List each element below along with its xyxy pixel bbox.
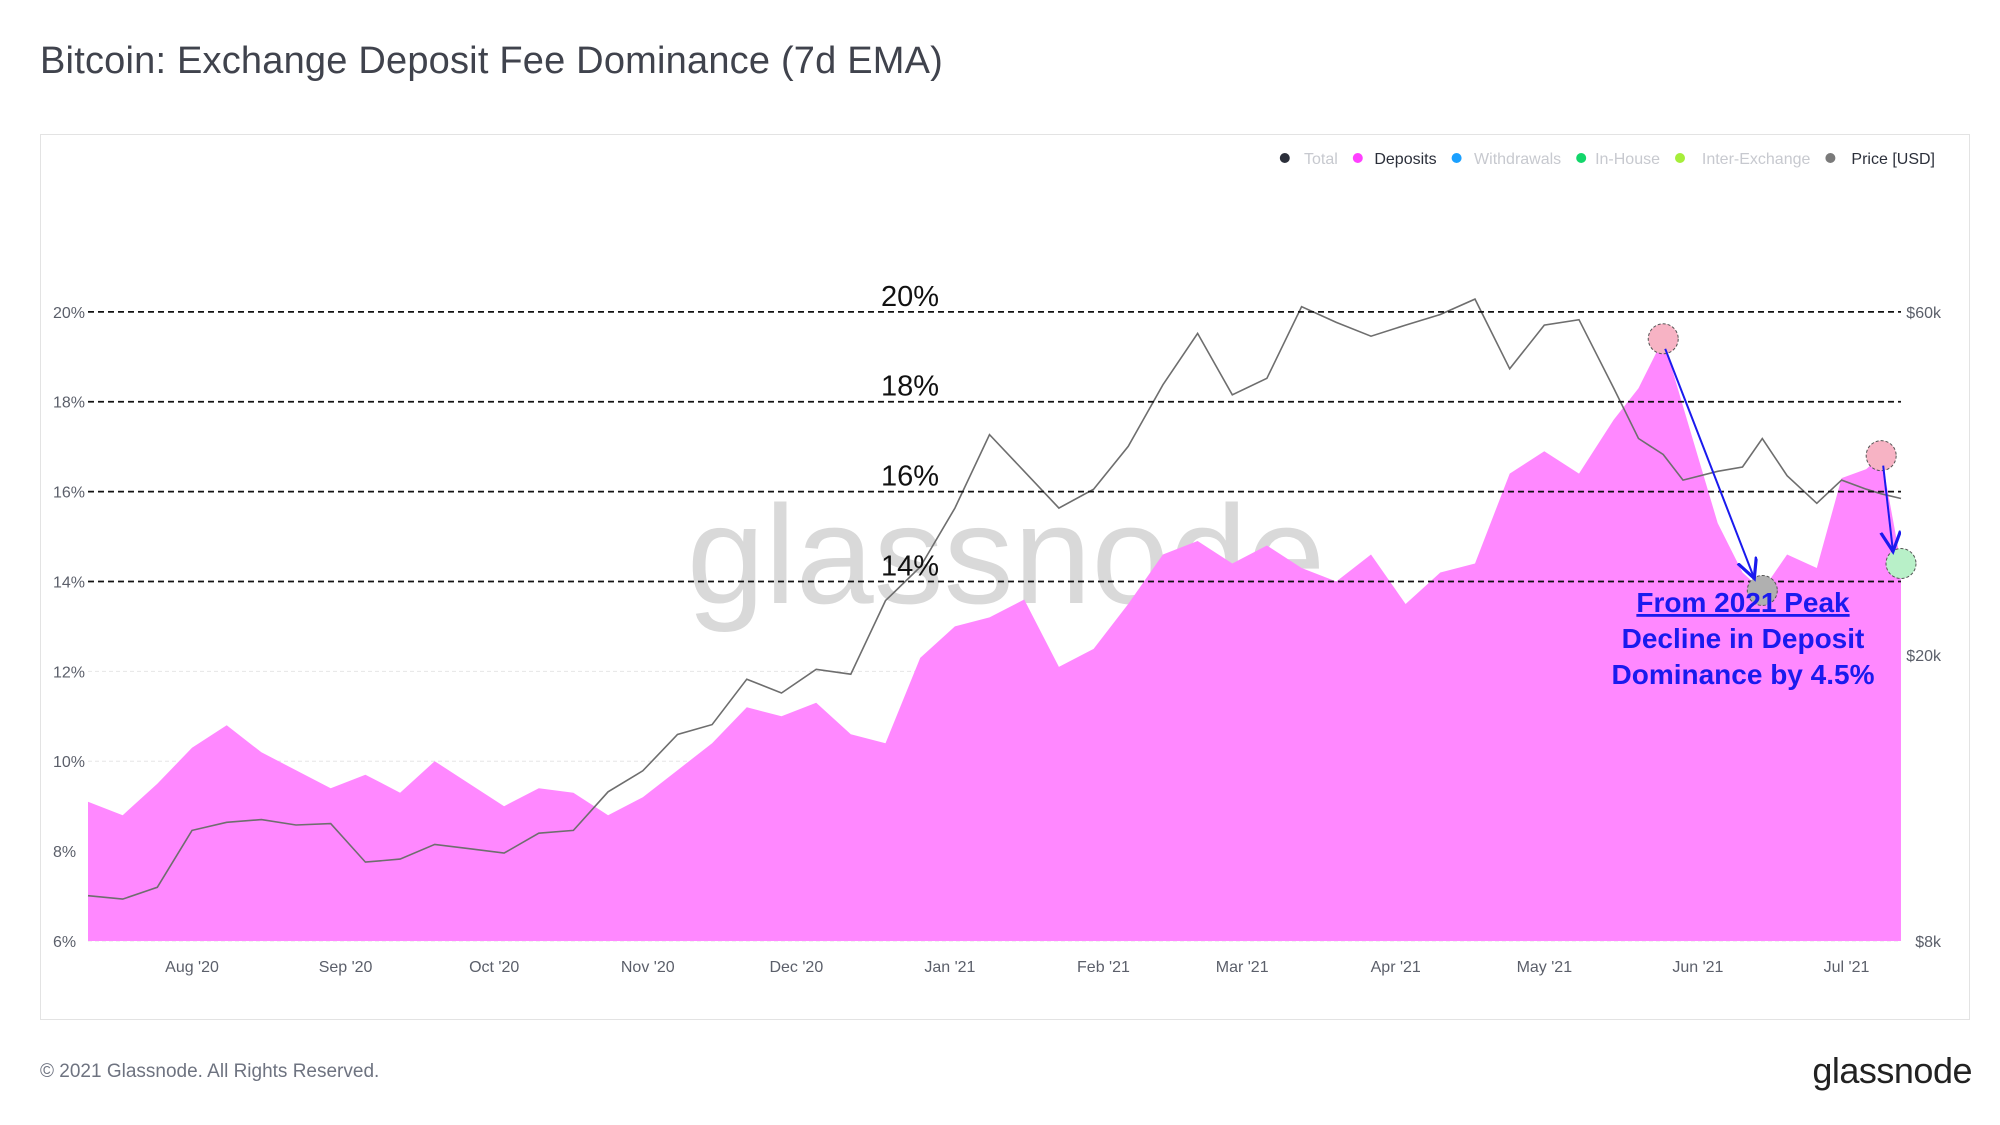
x-tick-label: Apr '21	[1371, 959, 1421, 976]
y-tick-label: 10%	[53, 754, 85, 771]
x-tick-label: Feb '21	[1077, 959, 1130, 976]
x-tick-label: Oct '20	[469, 959, 519, 976]
chart-frame: glassnode 6% 8% 10% 12% 14% 16% 18% 20% 20% 18% 16%…	[40, 134, 1970, 1020]
legend-dot	[1451, 153, 1462, 163]
y-tick-label: 6%	[53, 934, 76, 951]
marker-current	[1885, 548, 1917, 580]
reference-label-18: 18%	[881, 371, 939, 403]
y-tick-label: 18%	[53, 395, 85, 412]
legend-label: Total	[1304, 151, 1338, 168]
price-line	[87, 298, 1902, 900]
y-tick-label: 16%	[53, 485, 85, 502]
y-right-tick-label: $20k	[1906, 648, 1942, 665]
legend-label: Deposits	[1374, 151, 1436, 168]
marker-peak	[1865, 440, 1897, 472]
x-tick-label: Mar '21	[1216, 959, 1269, 976]
x-tick-label: May '21	[1517, 959, 1573, 976]
glassnode-logo: glassnode	[1812, 1050, 1972, 1091]
legend-dot	[1576, 153, 1587, 163]
decline-arrow-recent	[1883, 465, 1893, 552]
deposits-area	[88, 338, 1901, 941]
x-tick-label: Dec '20	[769, 959, 823, 976]
x-tick-label: Nov '20	[621, 959, 675, 976]
y-tick-label: 14%	[53, 574, 85, 591]
x-tick-label: Sep '20	[319, 959, 373, 976]
legend-dot	[1279, 153, 1290, 163]
legend-label: Price [USD]	[1851, 151, 1935, 168]
y-right-tick-label: $60k	[1906, 305, 1942, 322]
legend-label: In-House	[1595, 151, 1660, 168]
x-tick-label: Jun '21	[1672, 959, 1723, 976]
x-tick-label: Jul '21	[1824, 959, 1870, 976]
y-tick-label: 12%	[53, 664, 85, 681]
x-tick-label: Jan '21	[924, 959, 975, 976]
annotation-line: Decline in Deposit	[1622, 623, 1865, 654]
marker-peak	[1647, 323, 1679, 355]
annotation-line: Dominance by 4.5%	[1612, 659, 1875, 690]
y-tick-label: 20%	[53, 305, 85, 322]
legend-label: Inter-Exchange	[1702, 151, 1811, 168]
legend-dot	[1675, 153, 1685, 163]
reference-label-14: 14%	[881, 550, 939, 582]
annotation-line: From 2021 Peak	[1636, 587, 1850, 618]
marker-trough	[1746, 574, 1778, 606]
page-title: Bitcoin: Exchange Deposit Fee Dominance …	[40, 40, 944, 82]
y-right-tick-label: $8k	[1915, 934, 1942, 951]
legend-dot	[1825, 153, 1836, 163]
y-tick-label: 8%	[53, 844, 76, 861]
decline-arrow-main	[1664, 348, 1754, 579]
reference-label-16: 16%	[881, 461, 939, 493]
reference-label-20: 20%	[881, 281, 939, 313]
x-tick-label: Aug '20	[165, 959, 219, 976]
legend-dot	[1352, 153, 1363, 163]
chart: glassnode6%8%10%12%14%16%18%20%20%18%16%…	[53, 151, 1942, 976]
legend-label: Withdrawals	[1474, 151, 1561, 168]
copyright-text: © 2021 Glassnode. All Rights Reserved.	[40, 1061, 380, 1082]
